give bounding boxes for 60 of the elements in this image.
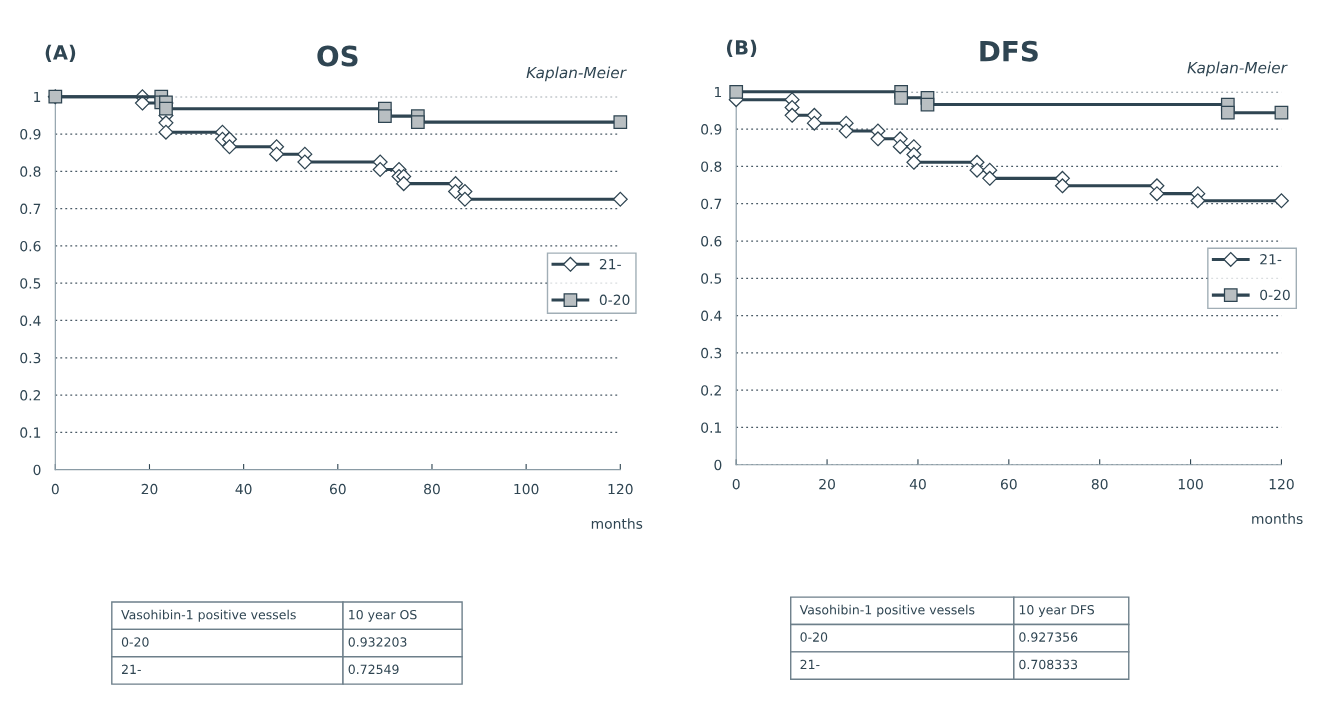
x-tick-label: 40	[909, 478, 926, 490]
y-tick-label: 0.6	[701, 235, 722, 247]
y-tick-label: 1	[715, 86, 722, 98]
x-tick-label: 0	[732, 478, 740, 490]
y-tick-label: 0.3	[20, 352, 41, 364]
y-tick-label: 0.1	[20, 427, 41, 438]
y-tick-label: 0.1	[701, 422, 722, 433]
text: Kaplan-Meier	[1187, 61, 1288, 77]
text: 0.708333	[1019, 659, 1078, 670]
y-tick-label: 0.5	[20, 278, 41, 289]
text: Kaplan-Meier	[526, 66, 627, 82]
text: 0.72549	[348, 664, 399, 675]
text: 10 year DFS	[1019, 605, 1095, 617]
y-tick-label: 0.7	[20, 203, 41, 215]
text: 0-20	[800, 632, 828, 642]
x-tick-label: 40	[235, 483, 252, 495]
y-tick-label: 0.3	[701, 347, 722, 359]
text: 21-	[800, 659, 820, 669]
legend-label: 21-	[599, 258, 621, 270]
x-axis-title: months	[1252, 513, 1303, 524]
x-tick-label: 80	[424, 483, 440, 495]
chart-title: DFS	[980, 40, 1038, 62]
x-tick-label: 60	[1000, 478, 1017, 490]
legend-label: 21-	[1260, 253, 1282, 265]
text: 0.932203	[348, 637, 407, 647]
y-tick-label: 0.7	[701, 198, 722, 210]
text: (B)	[726, 39, 757, 58]
y-tick-label: 0.4	[701, 310, 722, 322]
x-tick-label: 80	[1091, 478, 1108, 490]
x-tick-label: 120	[608, 483, 633, 495]
chart-title: OS	[317, 45, 358, 67]
x-tick-label: 0	[51, 483, 59, 495]
y-tick-label: 0	[33, 464, 41, 476]
x-tick-label: 60	[329, 483, 346, 495]
y-tick-label: 0.9	[701, 124, 722, 135]
text: (A)	[45, 44, 76, 63]
x-tick-label: 120	[1269, 478, 1294, 490]
y-tick-label: 0.2	[20, 390, 41, 401]
y-tick-label: 0.9	[20, 129, 41, 140]
x-tick-label: 100	[1178, 478, 1203, 490]
y-tick-label: 0	[714, 459, 722, 471]
y-tick-label: 1	[34, 91, 41, 103]
text: 0.927356	[1019, 632, 1078, 642]
x-tick-label: 20	[819, 478, 835, 490]
y-tick-label: 0.8	[20, 166, 41, 177]
text: Vasohibin-1 positive vessels	[799, 604, 975, 617]
x-axis-title: months	[591, 518, 643, 529]
text: Vasohibin-1 positive vessels	[121, 609, 296, 622]
y-tick-label: 0.4	[20, 315, 41, 326]
legend-label: 0-20	[599, 294, 630, 306]
y-tick-label: 0.5	[701, 273, 722, 284]
legend-label: 0-20	[1260, 289, 1290, 301]
x-tick-label: 20	[141, 483, 158, 495]
text: 21-	[121, 664, 141, 674]
y-tick-label: 0.2	[701, 385, 721, 396]
text: 10 year OS	[349, 609, 417, 622]
text: 0-20	[121, 637, 149, 647]
y-tick-label: 0.6	[20, 240, 41, 252]
x-tick-label: 100	[514, 483, 539, 495]
y-tick-label: 0.8	[701, 161, 722, 172]
